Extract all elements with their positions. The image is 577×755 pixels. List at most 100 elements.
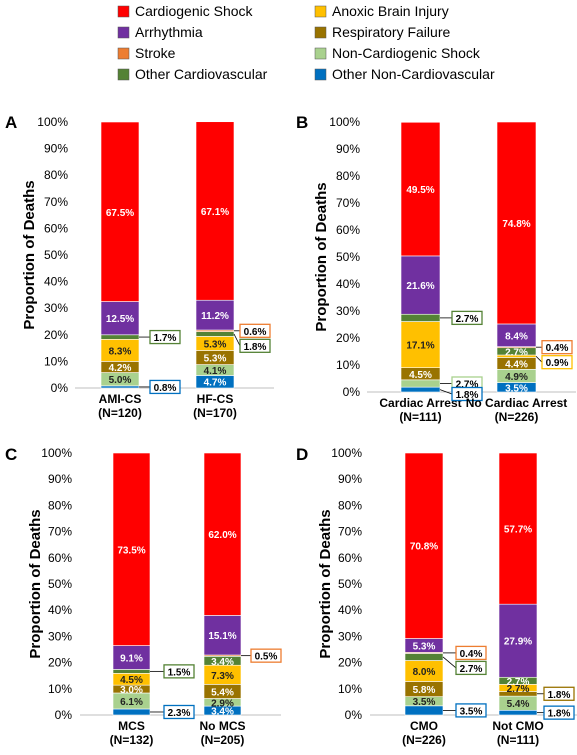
x-category-n: (N=120) — [98, 406, 142, 420]
data-label-other-non-cardiovascular: 3.4% — [211, 707, 234, 718]
y-tick-label: 50% — [48, 577, 72, 591]
x-category-label: No Cardiac Arrest — [466, 396, 568, 410]
callout-leader — [442, 656, 457, 669]
data-label-arrhythmia: 21.6% — [406, 281, 434, 292]
y-axis-title: Proportion of Deaths — [313, 182, 330, 331]
legend-label-arrhythmia: Arrhythmia — [135, 24, 203, 40]
bar-segment-other-non-cardiovascular — [112, 708, 151, 716]
bar-segment-other-cardiovascular — [404, 653, 444, 661]
y-tick-label: 40% — [338, 603, 362, 617]
bar-segment-cardiogenic-shock — [195, 121, 235, 301]
y-tick-label: 50% — [336, 250, 360, 264]
y-tick-label: 90% — [44, 142, 68, 156]
callout-leader — [439, 389, 453, 395]
callout-label-anoxic-brain-injury: 0.9% — [546, 358, 569, 369]
data-label-other-non-cardiovascular: 3.5% — [505, 383, 528, 394]
data-label-arrhythmia: 8.4% — [505, 331, 528, 342]
y-tick-label: 0% — [345, 708, 363, 722]
callout-label-other-non-cardiovascular: 3.5% — [460, 706, 483, 717]
data-label-arrhythmia: 15.1% — [208, 631, 236, 642]
data-label-cardiogenic-shock: 74.8% — [502, 219, 530, 230]
callout-box — [163, 704, 195, 720]
y-tick-label: 70% — [336, 196, 360, 210]
y-tick-label: 60% — [48, 551, 72, 565]
data-label-other-cardiovascular: 3.4% — [211, 657, 234, 668]
legend-label-respiratory-failure: Respiratory Failure — [332, 24, 450, 40]
data-label-arrhythmia: 5.3% — [413, 641, 436, 652]
bar-segment-cardiogenic-shock — [404, 452, 444, 639]
y-tick-label: 100% — [37, 115, 68, 129]
callout-box — [239, 338, 271, 353]
legend: Cardiogenic Shock Anoxic Brain Injury Arrh… — [117, 3, 495, 82]
data-label-cardiogenic-shock: 49.5% — [406, 185, 434, 196]
callout-label-stroke: 0.6% — [244, 327, 267, 338]
panel-letter: B — [296, 113, 308, 132]
bar-segment-arrhythmia — [498, 603, 538, 678]
legend-label-other-non-cardiovascular: Other Non-Cardiovascular — [332, 66, 495, 82]
y-tick-label: 0% — [55, 708, 73, 722]
data-label-arrhythmia: 27.9% — [504, 637, 532, 648]
bar-segment-other-non-cardiovascular — [400, 386, 441, 393]
callout-box — [455, 703, 487, 718]
chart-panel-c: C 0% 10% 20% 30% 40% 50% 60% 70% 80% 90% 100% Propor… — [5, 445, 282, 747]
data-label-cardiogenic-shock: 67.5% — [106, 208, 134, 219]
y-tick-label: 80% — [338, 498, 362, 512]
y-tick-label: 20% — [48, 656, 72, 670]
panel-letter: A — [5, 113, 17, 132]
y-tick-label: 20% — [338, 656, 362, 670]
data-label-cardiogenic-shock: 57.7% — [504, 525, 532, 536]
y-tick-label: 20% — [336, 331, 360, 345]
bar-segment-arrhythmia — [100, 301, 140, 336]
bar-segment-non-cardiogenic-shock — [400, 379, 441, 388]
bar-segment-other-non-cardiovascular — [498, 709, 538, 716]
data-label-cardiogenic-shock: 67.1% — [201, 207, 229, 218]
legend-label-non-cardiogenic-shock: Non-Cardiogenic Shock — [332, 45, 481, 61]
x-category-label: Not CMO — [492, 719, 543, 733]
bar-segment-cardiogenic-shock — [400, 121, 441, 257]
y-tick-label: 70% — [338, 525, 362, 539]
callout-box — [149, 329, 181, 345]
y-tick-label: 80% — [48, 498, 72, 512]
legend-swatch-respiratory-failure — [314, 26, 327, 39]
y-tick-label: 10% — [338, 682, 362, 696]
callout-leader — [233, 333, 241, 346]
y-tick-label: 30% — [44, 301, 68, 315]
data-label-respiratory-failure: 5.3% — [204, 354, 227, 365]
data-label-anoxic-brain-injury: 8.0% — [413, 667, 436, 678]
data-label-respiratory-failure: 5.4% — [211, 687, 234, 698]
data-label-cardiogenic-shock: 62.0% — [208, 530, 236, 541]
y-tick-label: 90% — [338, 472, 362, 486]
x-category-label: HF-CS — [197, 392, 234, 406]
data-label-anoxic-brain-injury: 7.3% — [211, 671, 234, 682]
y-tick-label: 40% — [44, 275, 68, 289]
bar-segment-other-cardiovascular — [195, 331, 235, 337]
x-category-label: No MCS — [200, 719, 246, 733]
y-tick-label: 60% — [338, 551, 362, 565]
y-axis-title: Proportion of Deaths — [317, 509, 334, 658]
bar-segment-cardiogenic-shock — [203, 452, 242, 616]
y-tick-label: 20% — [44, 328, 68, 342]
callout-label-other-cardiovascular: 1.8% — [244, 342, 267, 353]
bar-segment-anoxic-brain-injury — [400, 321, 441, 368]
y-axis-title: Proportion of Deaths — [27, 509, 44, 658]
bar-segment-other-cardiovascular — [100, 334, 140, 340]
data-label-arrhythmia: 9.1% — [120, 653, 143, 664]
x-category-n: (N=132) — [110, 733, 154, 747]
x-category-label: Cardiac Arrest — [379, 396, 461, 410]
data-label-anoxic-brain-injury: 2.7% — [507, 684, 530, 695]
callout-label-other-non-cardiovascular: 0.8% — [154, 383, 177, 394]
y-tick-label: 80% — [336, 169, 360, 183]
panel-letter: C — [5, 445, 17, 464]
data-label-cardiogenic-shock: 70.8% — [410, 542, 438, 553]
callout-box — [451, 386, 483, 402]
x-category-n: (N=111) — [399, 410, 441, 424]
data-label-arrhythmia: 12.5% — [106, 314, 134, 325]
callout-box — [455, 645, 487, 661]
data-label-other-non-cardiovascular: 4.7% — [204, 378, 227, 389]
data-label-anoxic-brain-injury: 4.5% — [120, 675, 143, 686]
x-category-n: (N=170) — [193, 406, 237, 420]
bar-segment-arrhythmia — [400, 255, 441, 315]
y-tick-label: 0% — [343, 385, 361, 399]
x-category-n: (N=226) — [495, 410, 539, 424]
callout-label-non-cardiogenic-shock: 2.7% — [456, 379, 479, 390]
